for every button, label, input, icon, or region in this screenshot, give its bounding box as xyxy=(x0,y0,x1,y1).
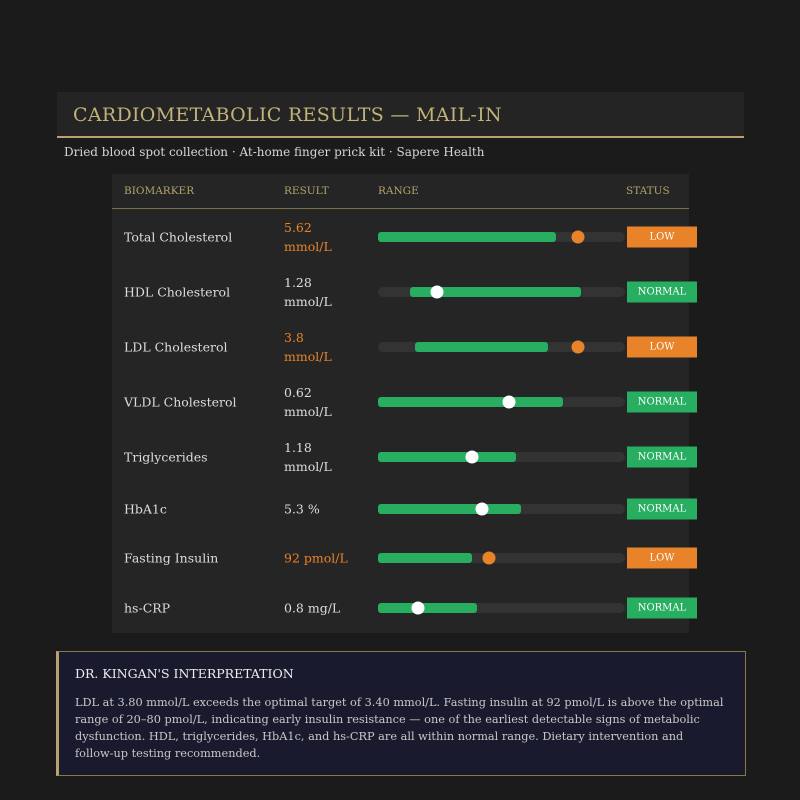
result-marker xyxy=(411,601,425,615)
result-marker xyxy=(475,502,489,516)
range-track xyxy=(378,395,625,409)
biomarker-name: HDL Cholesterol xyxy=(124,284,231,300)
biomarker-name: Total Cholesterol xyxy=(124,229,233,245)
result-marker xyxy=(502,395,516,409)
results-table: BIOMARKER RESULT RANGE STATUS Total Chol… xyxy=(112,174,697,633)
range-track xyxy=(378,285,625,299)
biomarker-name: LDL Cholesterol xyxy=(124,339,228,355)
table-header: BIOMARKER RESULT RANGE STATUS xyxy=(112,174,689,209)
col-status: STATUS xyxy=(626,185,670,197)
range-track xyxy=(378,450,625,464)
result-value: 5.3 % xyxy=(284,501,320,517)
range-fill xyxy=(378,452,517,462)
result-marker xyxy=(571,340,585,354)
status-badge: LOW xyxy=(627,547,697,569)
range-fill xyxy=(378,553,472,563)
page-title: CARDIOMETABOLIC RESULTS — MAIL-IN xyxy=(73,104,502,126)
result-value: 5.62 mmol/L xyxy=(284,220,332,254)
result-value: 92 pmol/L xyxy=(284,550,348,566)
col-range: RANGE xyxy=(378,185,419,197)
range-track xyxy=(378,502,625,516)
page-subtitle: Dried blood spot collection · At-home fi… xyxy=(64,145,485,159)
status-badge: NORMAL xyxy=(627,446,697,468)
interpretation-body: LDL at 3.80 mmol/L exceeds the optimal t… xyxy=(75,696,724,760)
interpretation-panel: DR. KINGAN'S INTERPRETATION LDL at 3.80 … xyxy=(56,651,746,776)
result-marker xyxy=(482,551,496,565)
result-value: 1.18 mmol/L xyxy=(284,440,332,474)
result-value: 3.8 mmol/L xyxy=(284,330,332,364)
col-result: RESULT xyxy=(284,185,329,197)
range-track xyxy=(378,551,625,565)
range-track xyxy=(378,601,625,615)
biomarker-name: Triglycerides xyxy=(124,449,208,465)
biomarker-name: VLDL Cholesterol xyxy=(124,394,237,410)
biomarker-name: HbA1c xyxy=(124,501,167,517)
status-badge: NORMAL xyxy=(627,391,697,413)
range-track xyxy=(378,340,625,354)
status-badge: NORMAL xyxy=(627,281,697,303)
biomarker-name: Fasting Insulin xyxy=(124,550,219,566)
biomarker-name: hs-CRP xyxy=(124,600,171,616)
page-header: CARDIOMETABOLIC RESULTS — MAIL-IN xyxy=(57,92,744,138)
status-badge: LOW xyxy=(627,336,697,358)
range-track xyxy=(378,230,625,244)
col-biomarker: BIOMARKER xyxy=(124,185,195,197)
result-value: 0.8 mg/L xyxy=(284,600,341,616)
range-fill xyxy=(410,287,581,297)
status-badge: LOW xyxy=(627,226,697,248)
range-fill xyxy=(415,342,549,352)
result-marker xyxy=(465,450,479,464)
result-marker xyxy=(430,285,444,299)
range-fill xyxy=(378,232,556,242)
result-value: 1.28 mmol/L xyxy=(284,275,332,309)
status-badge: NORMAL xyxy=(627,498,697,520)
interpretation-title: DR. KINGAN'S INTERPRETATION xyxy=(75,666,294,681)
status-badge: NORMAL xyxy=(627,597,697,619)
range-fill xyxy=(378,397,564,407)
range-fill xyxy=(378,504,522,514)
result-value: 0.62 mmol/L xyxy=(284,385,332,419)
range-fill xyxy=(378,603,477,613)
result-marker xyxy=(571,230,585,244)
